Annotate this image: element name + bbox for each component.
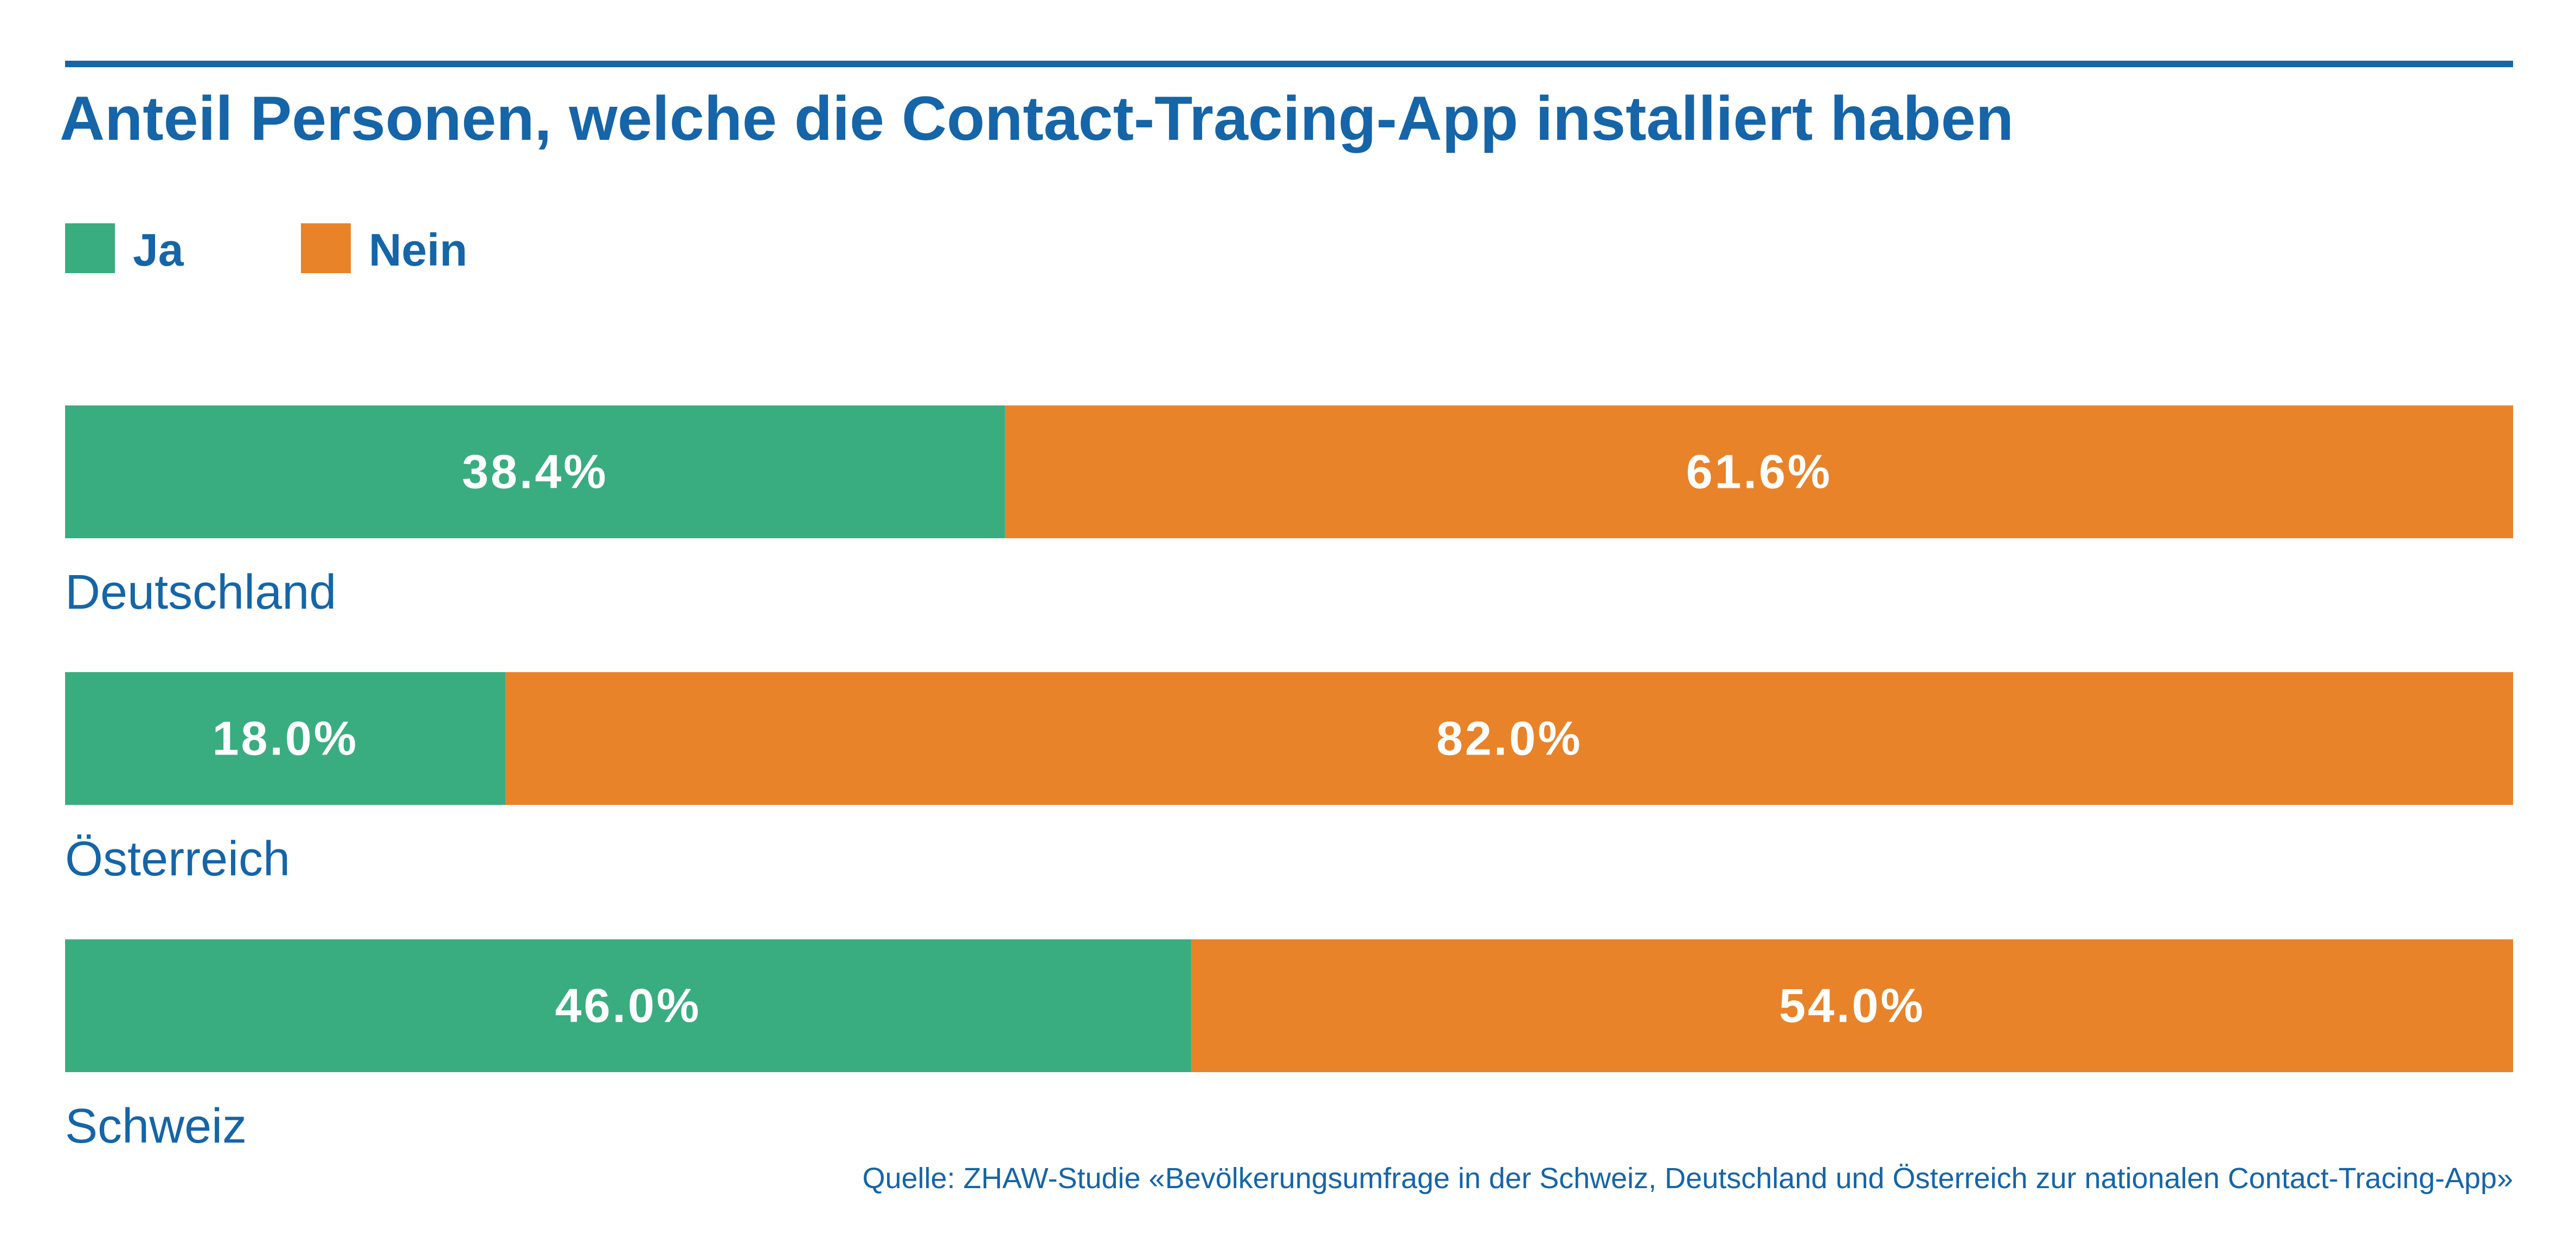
legend: Ja Nein xyxy=(65,223,467,275)
bar-nein-3 xyxy=(1191,939,2513,1072)
category-label-3: Schweiz xyxy=(65,1099,247,1153)
chart-title: Anteil Personen, welche die Contact-Trac… xyxy=(60,84,2014,153)
bar-ja-2 xyxy=(65,672,506,805)
bar-ja-3 xyxy=(65,939,1191,1072)
legend-label-ja: Ja xyxy=(133,224,184,275)
data-label-ja-2: 18.0% xyxy=(213,712,359,765)
data-label-nein-2: 82.0% xyxy=(1436,712,1583,765)
legend-swatch-ja xyxy=(65,223,115,273)
legend-label-nein: Nein xyxy=(369,224,467,275)
data-label-nein-3: 54.0% xyxy=(1779,979,1925,1033)
bars: 38.4% 61.6% Deutschland 18.0% 82.0% Österreic… xyxy=(65,405,2514,1153)
bar-ja-1 xyxy=(65,405,1005,538)
category-label-1: Deutschland xyxy=(65,565,336,620)
bar-nein-1 xyxy=(1005,405,2513,538)
top-rule xyxy=(65,61,2513,67)
category-label-2: Österreich xyxy=(65,832,290,886)
bar-nein-2 xyxy=(505,672,2514,805)
data-label-ja-3: 46.0% xyxy=(555,979,702,1033)
data-label-nein-1: 61.6% xyxy=(1686,445,1833,499)
data-label-ja-1: 38.4% xyxy=(462,445,608,499)
legend-swatch-nein xyxy=(301,223,351,273)
source-note: Quelle: ZHAW-Studie «Bevölkerungsumfrage… xyxy=(862,1162,2513,1195)
